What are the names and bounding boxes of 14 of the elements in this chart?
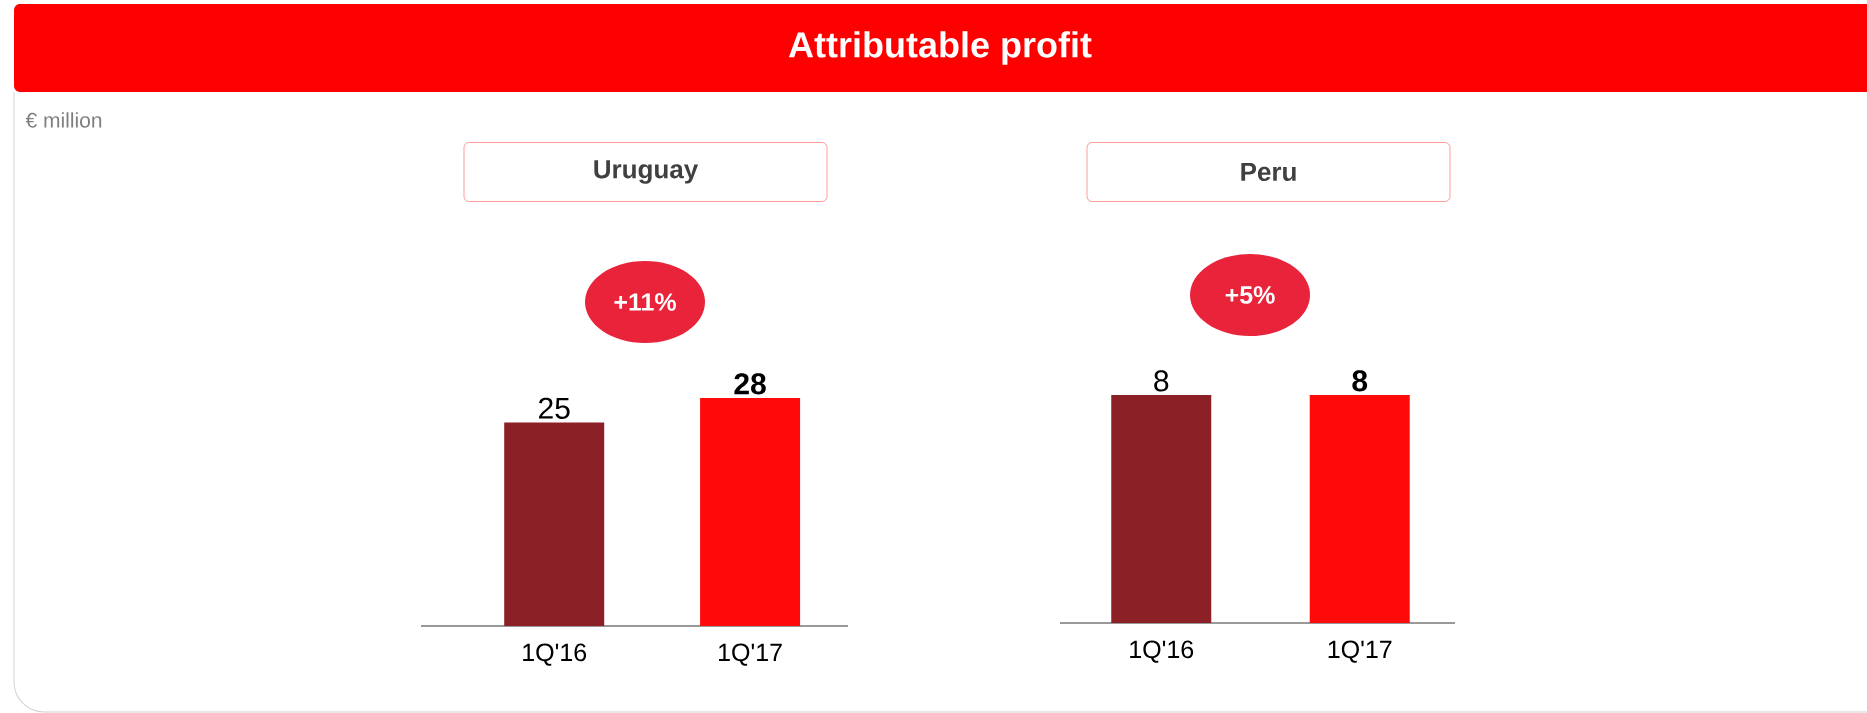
chart-title: Uruguay [594, 160, 699, 184]
data-label: 25 [539, 397, 570, 419]
text: Attributable profit [788, 31, 1092, 65]
x-tick-label: 1Q'17 [719, 643, 782, 666]
data-label: 8 [1154, 370, 1169, 392]
data-label: 28 [734, 373, 766, 395]
data-label: 8 [1352, 370, 1368, 392]
chart-title: Peru [1241, 162, 1296, 182]
x-tick-label: 1Q'16 [523, 643, 587, 666]
x-tick-label: 1Q'16 [1130, 640, 1194, 663]
x-tick-label: 1Q'17 [1328, 640, 1392, 663]
text: € million [25, 112, 102, 128]
text: +5% [1225, 286, 1275, 304]
text: +11% [614, 293, 676, 311]
